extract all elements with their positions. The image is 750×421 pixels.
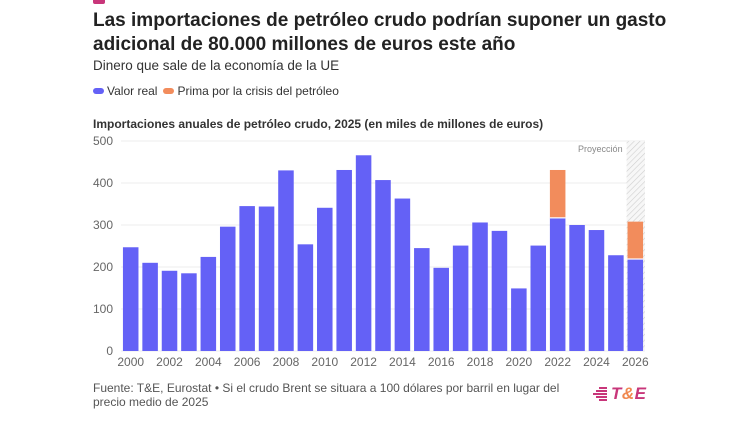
legend-swatch-prima [163,88,175,94]
legend-label: Prima por la crisis del petróleo [177,84,339,98]
bar-valor-real-2018 [472,222,488,351]
x-tick-label: 2006 [234,355,261,369]
projection-label: Proyección [578,144,623,154]
x-tick-label: 2012 [350,355,377,369]
bar-valor-real-2006 [239,206,255,351]
logo-text: T&E [611,384,647,403]
y-tick-label: 0 [106,344,113,358]
bar-valor-real-2010 [317,207,333,351]
x-tick-label: 2024 [583,355,610,369]
bar-valor-real-2012 [355,155,372,351]
bar-valor-real-2019 [491,230,508,351]
bar-valor-real-2004 [200,256,217,351]
bar-prima-2022 [549,169,566,218]
x-tick-label: 2026 [622,355,649,369]
te-logo: T&E [593,384,647,404]
bar-prima-2026 [627,221,644,260]
bar-valor-real-2015 [414,248,430,351]
x-tick-label: 2000 [117,355,144,369]
x-tick-label: 2018 [467,355,494,369]
y-tick-label: 500 [93,134,113,148]
bar-valor-real-2009 [297,244,314,351]
bar-valor-real-2024 [588,230,605,351]
bar-valor-real-2013 [375,180,391,351]
y-tick-label: 100 [93,302,113,316]
bar-valor-real-2017 [452,245,469,351]
chart-headline: Las importaciones de petróleo crudo podr… [93,10,667,55]
bar-valor-real-2016 [433,267,449,351]
x-tick-label: 2020 [506,355,533,369]
chart-subtitle: Dinero que sale de la economía de la UE [93,58,340,73]
bar-valor-real-2001 [142,262,158,351]
y-tick-label: 200 [93,260,113,274]
bar-valor-real-2003 [181,273,197,351]
bar-valor-real-2014 [394,198,411,351]
legend-swatch-valor-real [93,88,104,94]
bar-valor-real-2021 [530,245,547,351]
bar-valor-real-2007 [258,206,275,351]
bar-valor-real-2002 [161,270,178,351]
legend: Valor real Prima por la crisis del petró… [93,84,345,98]
y-tick-label: 300 [93,218,113,232]
logo-stripes-icon [593,387,607,401]
source-note: Fuente: T&E, Eurostat • Si el crudo Bren… [93,381,560,409]
x-tick-label: 2004 [195,355,222,369]
bar-valor-real-2020 [511,288,527,351]
legend-item-valor-real: Valor real [93,84,157,98]
x-tick-label: 2008 [273,355,300,369]
bar-valor-real-2025 [608,255,624,351]
chart-title: Importaciones anuales de petróleo crudo,… [93,117,544,131]
x-tick-label: 2014 [389,355,416,369]
y-tick-label: 400 [93,176,113,190]
bar-valor-real-2008 [278,170,294,351]
bar-valor-real-2026 [627,259,644,351]
bar-valor-real-2011 [336,169,352,351]
bar-valor-real-2022 [549,217,566,351]
legend-item-prima: Prima por la crisis del petróleo [163,84,339,98]
bar-valor-real-2005 [219,226,236,351]
bar-valor-real-2000 [122,247,139,351]
x-tick-label: 2010 [311,355,338,369]
bar-valor-real-2023 [569,225,585,351]
x-tick-label: 2016 [428,355,455,369]
brand-accent-bar [93,0,105,4]
legend-label: Valor real [107,84,158,98]
x-tick-label: 2002 [156,355,183,369]
x-tick-label: 2022 [544,355,571,369]
